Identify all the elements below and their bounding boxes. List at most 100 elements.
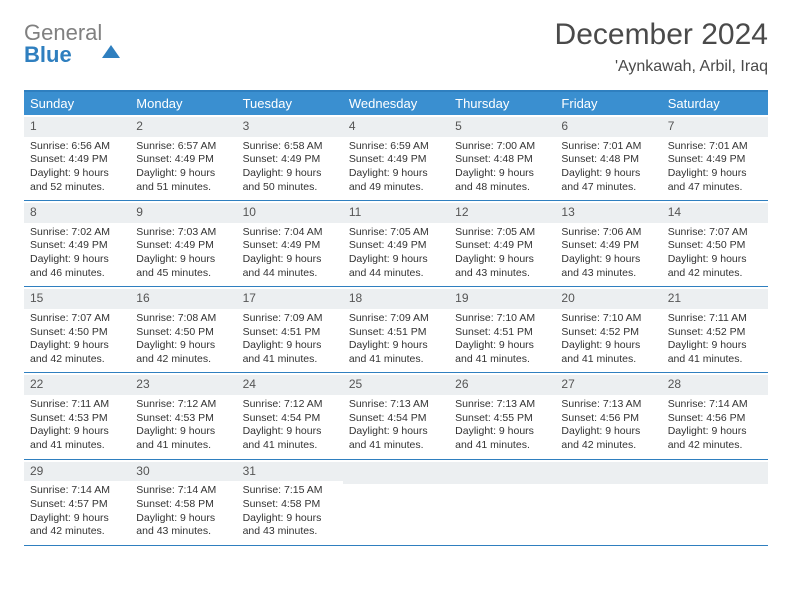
sunset-text: Sunset: 4:48 PM [561, 153, 655, 167]
sunrise-text: Sunrise: 7:13 AM [349, 398, 443, 412]
day-header-cell: Thursday [449, 92, 555, 115]
sunset-text: Sunset: 4:50 PM [668, 239, 762, 253]
day-cell: 27Sunrise: 7:13 AMSunset: 4:56 PMDayligh… [555, 373, 661, 458]
day-cell: 31Sunrise: 7:15 AMSunset: 4:58 PMDayligh… [237, 460, 343, 545]
sunrise-text: Sunrise: 7:10 AM [455, 312, 549, 326]
sunset-text: Sunset: 4:53 PM [30, 412, 124, 426]
sunset-text: Sunset: 4:55 PM [455, 412, 549, 426]
day-header-row: SundayMondayTuesdayWednesdayThursdayFrid… [24, 92, 768, 115]
sunset-text: Sunset: 4:49 PM [349, 153, 443, 167]
sunset-text: Sunset: 4:54 PM [349, 412, 443, 426]
day-number: 27 [555, 375, 661, 395]
day-cell: 23Sunrise: 7:12 AMSunset: 4:53 PMDayligh… [130, 373, 236, 458]
day-number: 17 [237, 289, 343, 309]
sunset-text: Sunset: 4:49 PM [243, 153, 337, 167]
day-header-cell: Monday [130, 92, 236, 115]
day-cell: 19Sunrise: 7:10 AMSunset: 4:51 PMDayligh… [449, 287, 555, 372]
day-header-cell: Tuesday [237, 92, 343, 115]
sunrise-text: Sunrise: 6:56 AM [30, 140, 124, 154]
daylight-text: Daylight: 9 hours and 41 minutes. [243, 339, 337, 366]
daylight-text: Daylight: 9 hours and 44 minutes. [349, 253, 443, 280]
day-number: 28 [662, 375, 768, 395]
location-text: 'Aynkawah, Arbil, Iraq [555, 58, 768, 76]
triangle-icon [102, 20, 120, 58]
day-cell: 29Sunrise: 7:14 AMSunset: 4:57 PMDayligh… [24, 460, 130, 545]
sunset-text: Sunset: 4:49 PM [136, 239, 230, 253]
day-cell: 14Sunrise: 7:07 AMSunset: 4:50 PMDayligh… [662, 201, 768, 286]
day-number [343, 462, 449, 484]
day-number: 13 [555, 203, 661, 223]
daylight-text: Daylight: 9 hours and 43 minutes. [136, 512, 230, 539]
day-cell: 7Sunrise: 7:01 AMSunset: 4:49 PMDaylight… [662, 115, 768, 200]
week-row: 29Sunrise: 7:14 AMSunset: 4:57 PMDayligh… [24, 460, 768, 546]
sunrise-text: Sunrise: 7:14 AM [668, 398, 762, 412]
daylight-text: Daylight: 9 hours and 41 minutes. [455, 339, 549, 366]
empty-cell [662, 460, 768, 545]
day-cell: 3Sunrise: 6:58 AMSunset: 4:49 PMDaylight… [237, 115, 343, 200]
week-row: 1Sunrise: 6:56 AMSunset: 4:49 PMDaylight… [24, 115, 768, 201]
sunrise-text: Sunrise: 7:11 AM [30, 398, 124, 412]
day-number: 5 [449, 117, 555, 137]
sunset-text: Sunset: 4:52 PM [668, 326, 762, 340]
daylight-text: Daylight: 9 hours and 48 minutes. [455, 167, 549, 194]
day-number: 20 [555, 289, 661, 309]
day-cell: 6Sunrise: 7:01 AMSunset: 4:48 PMDaylight… [555, 115, 661, 200]
day-cell: 13Sunrise: 7:06 AMSunset: 4:49 PMDayligh… [555, 201, 661, 286]
sunset-text: Sunset: 4:49 PM [561, 239, 655, 253]
brand-logo: General Blue [24, 18, 120, 66]
sunrise-text: Sunrise: 7:10 AM [561, 312, 655, 326]
header-row: General Blue December 2024 'Aynkawah, Ar… [24, 18, 768, 76]
daylight-text: Daylight: 9 hours and 42 minutes. [136, 339, 230, 366]
day-number [662, 462, 768, 484]
sunrise-text: Sunrise: 7:12 AM [136, 398, 230, 412]
daylight-text: Daylight: 9 hours and 42 minutes. [561, 425, 655, 452]
sunrise-text: Sunrise: 7:13 AM [455, 398, 549, 412]
day-cell: 25 Sunrise: 7:13 AMSunset: 4:54 PMDayligh… [343, 373, 449, 458]
day-cell: 18Sunrise: 7:09 AMSunset: 4:51 PMDayligh… [343, 287, 449, 372]
daylight-text: Daylight: 9 hours and 43 minutes. [455, 253, 549, 280]
day-cell: 20Sunrise: 7:10 AMSunset: 4:52 PMDayligh… [555, 287, 661, 372]
sunrise-text: Sunrise: 7:14 AM [30, 484, 124, 498]
day-number: 2 [130, 117, 236, 137]
daylight-text: Daylight: 9 hours and 43 minutes. [243, 512, 337, 539]
day-cell: 30Sunrise: 7:14 AMSunset: 4:58 PMDayligh… [130, 460, 236, 545]
sunrise-text: Sunrise: 7:05 AM [349, 226, 443, 240]
sunrise-text: Sunrise: 7:03 AM [136, 226, 230, 240]
sunset-text: Sunset: 4:49 PM [455, 239, 549, 253]
day-cell: 24Sunrise: 7:12 AMSunset: 4:54 PMDayligh… [237, 373, 343, 458]
week-row: 22Sunrise: 7:11 AMSunset: 4:53 PMDayligh… [24, 373, 768, 459]
day-cell: 2Sunrise: 6:57 AMSunset: 4:49 PMDaylight… [130, 115, 236, 200]
day-cell: 12Sunrise: 7:05 AMSunset: 4:49 PMDayligh… [449, 201, 555, 286]
day-cell: 26Sunrise: 7:13 AMSunset: 4:55 PMDayligh… [449, 373, 555, 458]
day-number: 31 [237, 462, 343, 482]
sunset-text: Sunset: 4:49 PM [668, 153, 762, 167]
brand-part2: Blue [24, 42, 72, 67]
sunset-text: Sunset: 4:50 PM [30, 326, 124, 340]
day-number: 10 [237, 203, 343, 223]
day-number: 1 [24, 117, 130, 137]
day-number: 7 [662, 117, 768, 137]
sunrise-text: Sunrise: 7:00 AM [455, 140, 549, 154]
sunrise-text: Sunrise: 7:02 AM [30, 226, 124, 240]
day-number: 6 [555, 117, 661, 137]
day-number: 24 [237, 375, 343, 395]
day-header-cell: Wednesday [343, 92, 449, 115]
daylight-text: Daylight: 9 hours and 41 minutes. [349, 425, 443, 452]
sunset-text: Sunset: 4:52 PM [561, 326, 655, 340]
daylight-text: Daylight: 9 hours and 41 minutes. [243, 425, 337, 452]
day-number: 25 [343, 375, 449, 395]
day-number: 9 [130, 203, 236, 223]
sunrise-text: Sunrise: 7:07 AM [30, 312, 124, 326]
sunset-text: Sunset: 4:56 PM [561, 412, 655, 426]
sunset-text: Sunset: 4:58 PM [136, 498, 230, 512]
sunrise-text: Sunrise: 7:05 AM [455, 226, 549, 240]
day-header-cell: Friday [555, 92, 661, 115]
day-number: 15 [24, 289, 130, 309]
daylight-text: Daylight: 9 hours and 47 minutes. [668, 167, 762, 194]
day-cell: 11Sunrise: 7:05 AMSunset: 4:49 PMDayligh… [343, 201, 449, 286]
day-number [449, 462, 555, 484]
sunset-text: Sunset: 4:51 PM [243, 326, 337, 340]
day-cell: 8Sunrise: 7:02 AMSunset: 4:49 PMDaylight… [24, 201, 130, 286]
sunrise-text: Sunrise: 7:04 AM [243, 226, 337, 240]
sunset-text: Sunset: 4:49 PM [30, 153, 124, 167]
